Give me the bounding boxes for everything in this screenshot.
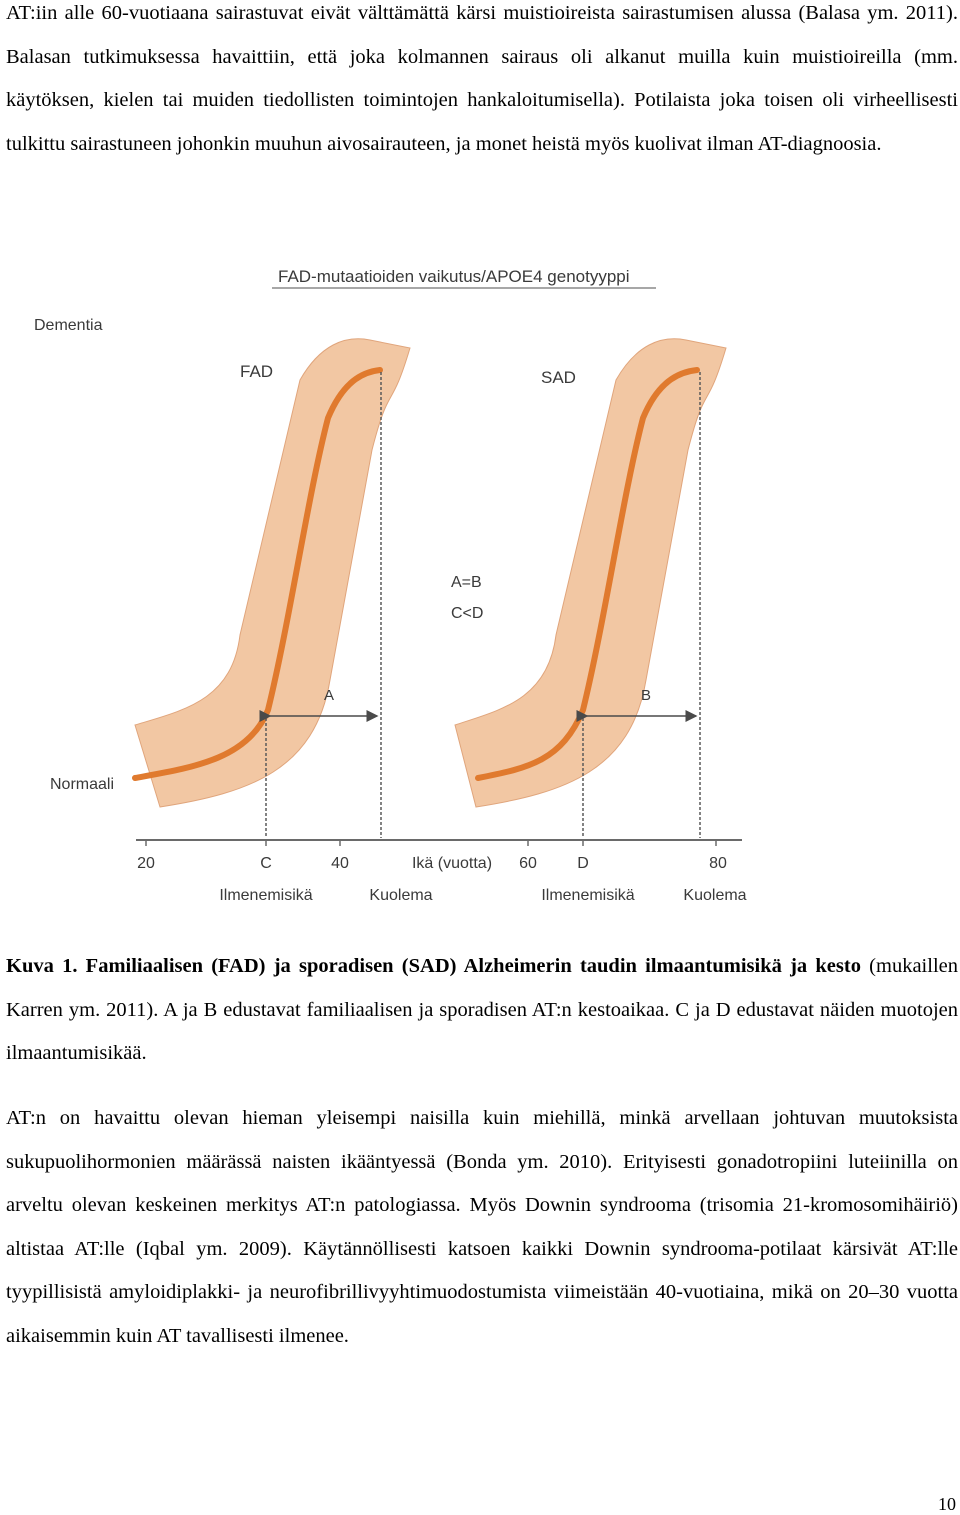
tick-label-20: 20 [137,855,155,872]
death-label-fad: Kuolema [369,887,432,904]
figure-title: FAD-mutaatioiden vaikutus/APOE4 genotyyp… [278,267,630,286]
tick-label-40: 40 [331,855,349,872]
onset-label-sad: Ilmenemisikä [541,887,634,904]
y-label-dementia: Dementia [34,317,103,334]
relation-a-equals-b: A=B [451,574,482,591]
x-axis-ticks [145,840,717,846]
caption-title: Kuva 1. Familiaalisen (FAD) ja sporadise… [6,955,861,977]
alzheimer-onset-figure: FAD-mutaatioiden vaikutus/APOE4 genotyyp… [34,267,747,904]
figure-caption: Kuva 1. Familiaalisen (FAD) ja sporadise… [6,945,958,1076]
onset-label-fad: Ilmenemisikä [219,887,312,904]
page-number: 10 [938,1494,956,1514]
sad-band [454,338,727,808]
y-label-normaali: Normaali [50,776,114,793]
body-paragraph-2: AT:n on havaittu olevan hieman yleisempi… [6,1107,958,1347]
death-label-sad: Kuolema [683,887,746,904]
relation-c-less-d: C<D [451,605,483,622]
sad-curve [475,367,700,781]
x-axis-title: Ikä (vuotta) [412,855,492,872]
interval-label-b: B [641,687,651,704]
tick-label-80: 80 [709,855,727,872]
curve-label-sad: SAD [541,368,576,387]
caption-text: (mukaillen Karren ym. 2011). A ja B edus… [6,955,958,1064]
fad-band [134,338,411,808]
tick-label-c: C [260,855,272,872]
fad-curve [132,367,383,781]
body-paragraph-1: AT:iin alle 60-vuotiaana sairastuvat eiv… [6,2,958,155]
curve-label-fad: FAD [240,362,273,381]
tick-label-d: D [577,855,589,872]
interval-label-a: A [324,687,334,704]
tick-label-60: 60 [519,855,537,872]
